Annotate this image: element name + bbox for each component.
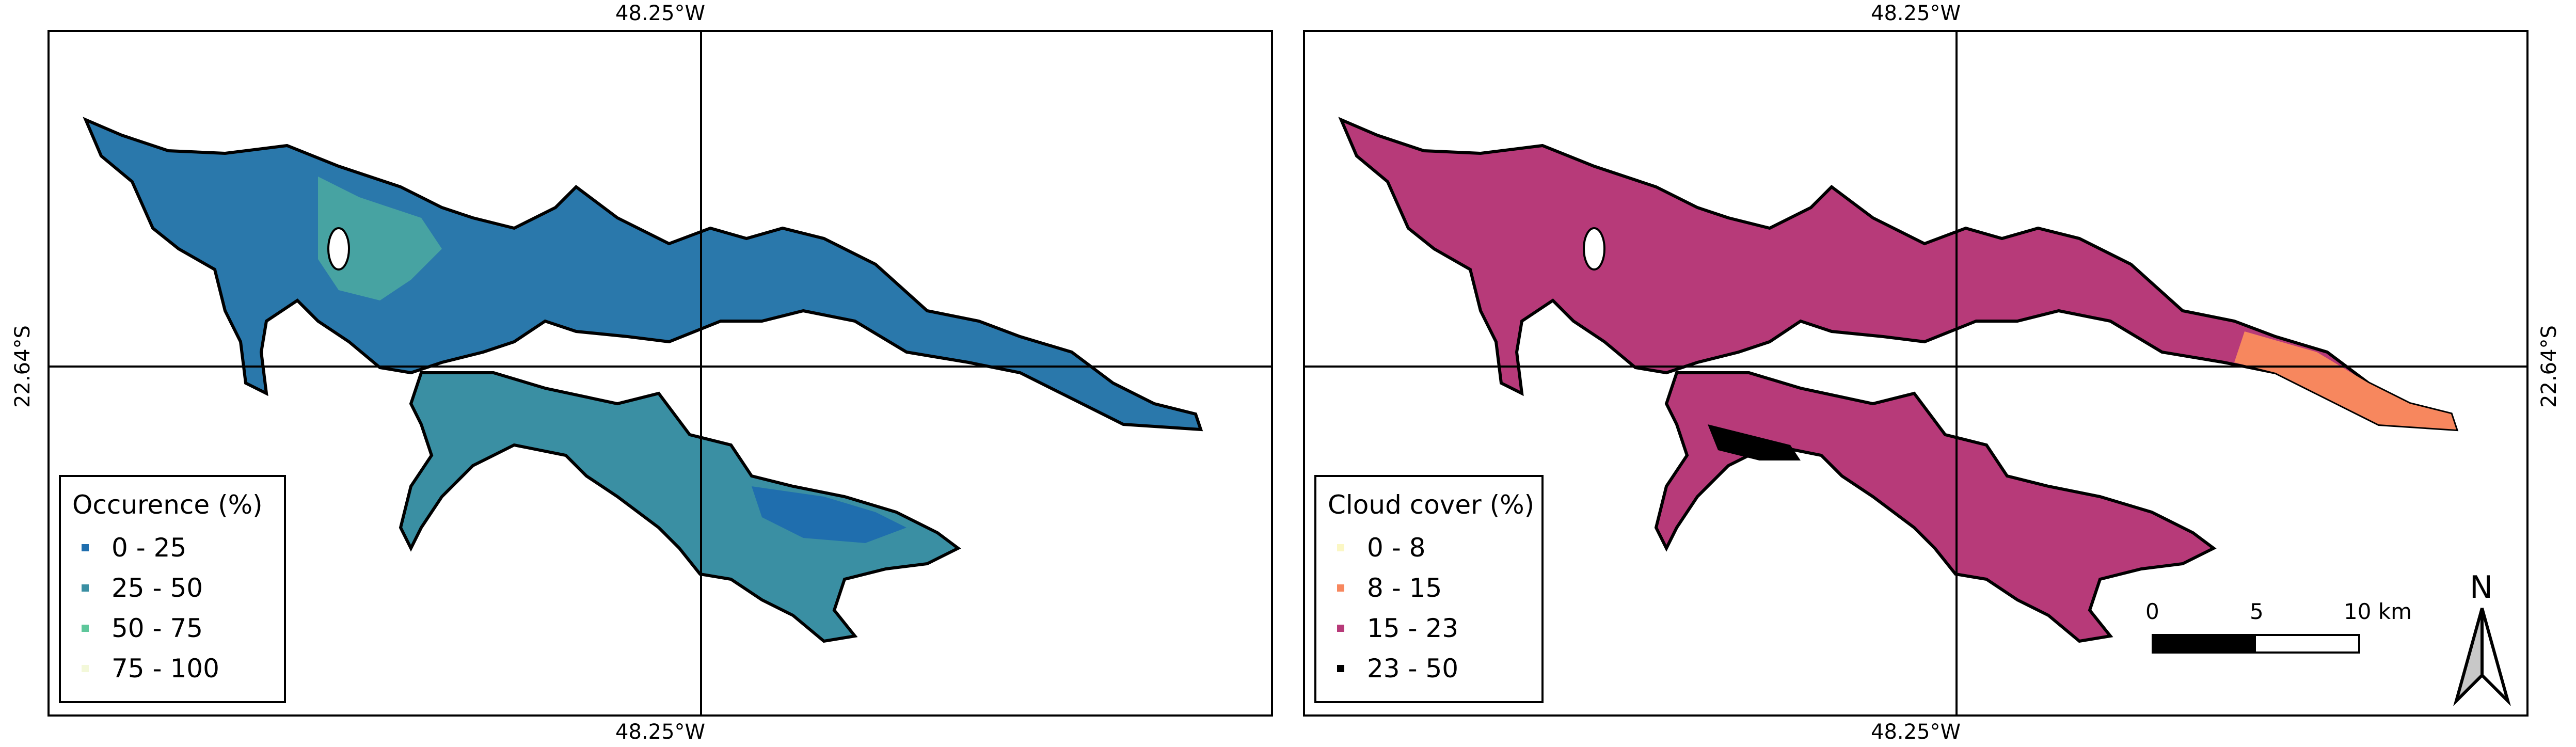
reservoir-upper-arm [83,117,1203,432]
scale-label-10: 10 km [2344,599,2412,624]
legend-label: 50 - 75 [112,613,203,643]
cloud-patch-dark [1708,424,1801,460]
legend-swatch [82,665,89,672]
scale-label-0: 0 [2145,599,2159,624]
scale-bar [2152,634,2360,654]
right-latitude-label: 22.64°S [2537,325,2561,408]
reservoir-water-lower [399,371,961,643]
occurrence-legend: Occurence (%) 0 - 25 25 - 50 50 - 75 75 … [59,475,286,703]
bottom-longitude-label-left: 48.25°W [615,720,706,744]
legend-swatch [82,544,89,551]
left-latitude-label: 22.64°S [10,325,35,408]
reservoir-upper-arm [1338,117,2459,432]
reservoir-water-upper [1338,117,2459,432]
legend-title: Cloud cover (%) [1328,490,1535,520]
legend-item: 25 - 50 [72,568,273,608]
bottom-longitude-label-right: 48.25°W [1871,720,1961,744]
legend-label: 15 - 23 [1367,613,1459,643]
top-longitude-label-right: 48.25°W [1871,2,1961,25]
legend-swatch [1337,584,1344,592]
scale-label-5: 5 [2250,599,2264,624]
legend-label: 0 - 8 [1367,533,1426,563]
cloud-cover-map-panel [1303,30,2529,717]
legend-swatch [82,625,89,632]
legend-item: 50 - 75 [72,608,273,648]
legend-label: 8 - 15 [1367,573,1442,603]
legend-swatch [1337,625,1344,632]
legend-swatch [1337,544,1344,551]
cloud-cover-legend: Cloud cover (%) 0 - 8 8 - 15 15 - 23 23 … [1314,475,1544,703]
island-right [1583,227,1605,271]
legend-item: 75 - 100 [72,648,273,689]
north-label: N [2470,569,2493,606]
island-left [327,227,350,271]
reservoir-water-upper [83,117,1203,432]
top-longitude-label-left: 48.25°W [615,2,706,25]
scale-bar-black-segment [2154,636,2256,651]
reservoir-water-lower [1654,371,2217,643]
reservoir-shore-upper [318,177,442,300]
reservoir-deep-lower [752,486,907,543]
occurrence-map-svg [50,32,1271,714]
legend-swatch [1337,665,1344,672]
north-arrow-icon [2453,608,2511,707]
legend-label: 25 - 50 [112,573,203,603]
legend-swatch [82,584,89,592]
reservoir-lower-arm [399,371,961,643]
legend-item: 0 - 25 [72,528,273,568]
reservoir-lower-arm [1654,371,2217,643]
legend-item: 8 - 15 [1328,568,1530,608]
legend-item: 0 - 8 [1328,528,1530,568]
legend-label: 0 - 25 [112,533,187,563]
legend-item: 23 - 50 [1328,648,1530,689]
cloud-cover-map-svg [1305,32,2526,714]
legend-label: 23 - 50 [1367,654,1459,684]
cloud-patch-east [2234,331,2456,430]
legend-title: Occurence (%) [72,490,263,520]
legend-item: 15 - 23 [1328,608,1530,648]
legend-label: 75 - 100 [112,654,219,684]
